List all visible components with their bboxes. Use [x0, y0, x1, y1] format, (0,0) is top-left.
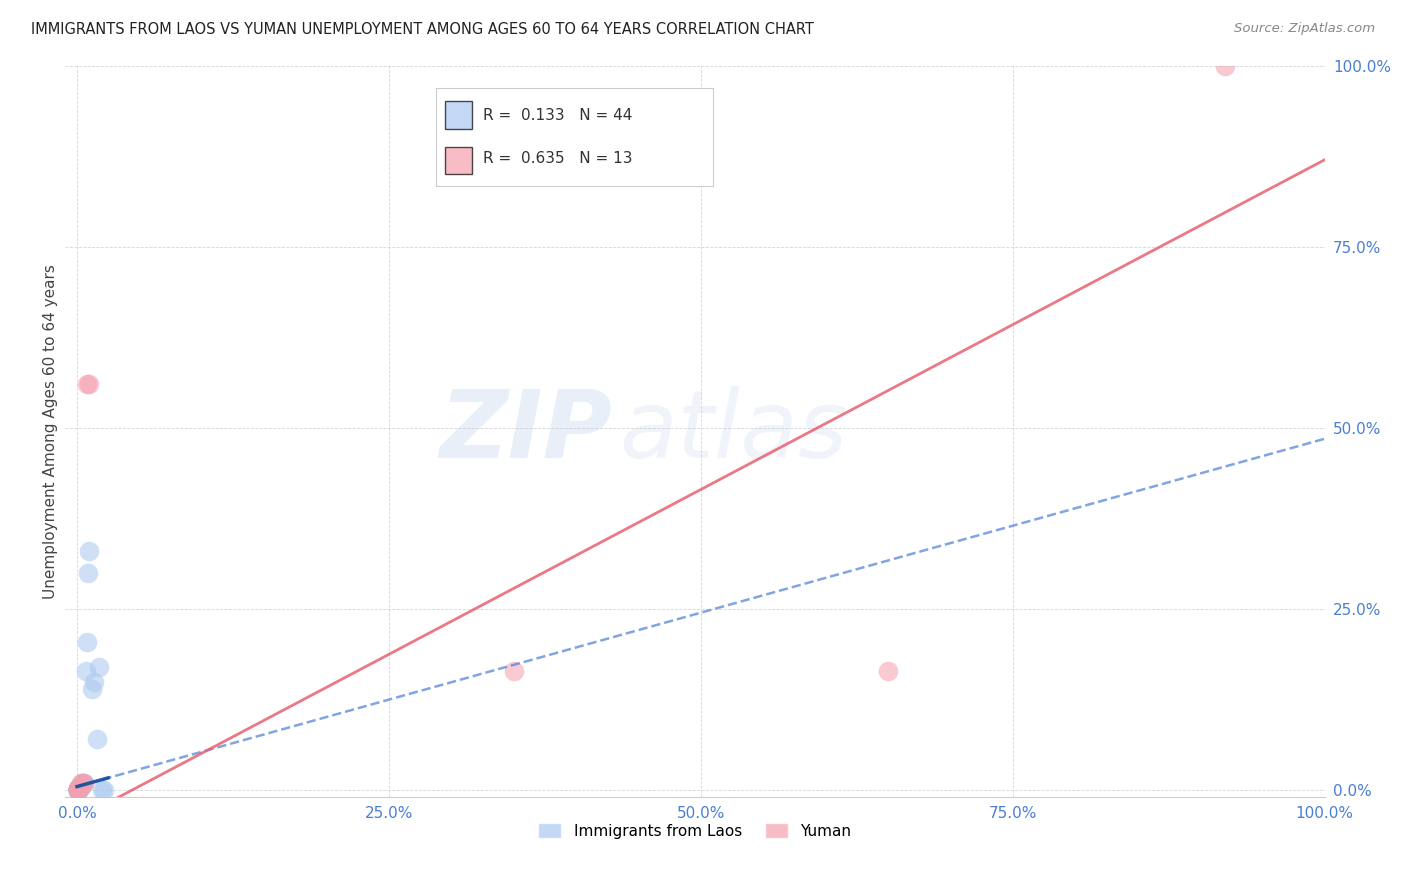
- Point: [69, 779, 91, 793]
- Point: [67, 782, 90, 797]
- Point: [80, 681, 103, 696]
- Point: [67, 781, 90, 796]
- Point: [1213, 59, 1236, 73]
- Point: [67, 782, 90, 797]
- Point: [67, 783, 90, 797]
- Text: ZIP: ZIP: [440, 385, 613, 477]
- Point: [67, 783, 90, 797]
- Point: [67, 783, 90, 797]
- Point: [67, 782, 90, 797]
- Point: [67, 781, 90, 796]
- Point: [75, 664, 97, 678]
- Text: Source: ZipAtlas.com: Source: ZipAtlas.com: [1234, 22, 1375, 36]
- Point: [877, 664, 900, 678]
- Point: [79, 544, 101, 558]
- Point: [67, 783, 90, 797]
- Point: [67, 783, 90, 797]
- Point: [67, 783, 90, 797]
- Text: IMMIGRANTS FROM LAOS VS YUMAN UNEMPLOYMENT AMONG AGES 60 TO 64 YEARS CORRELATION: IMMIGRANTS FROM LAOS VS YUMAN UNEMPLOYME…: [31, 22, 814, 37]
- Point: [73, 776, 96, 790]
- Point: [69, 780, 91, 794]
- Point: [67, 781, 90, 796]
- Point: [69, 780, 91, 794]
- Y-axis label: Unemployment Among Ages 60 to 64 years: Unemployment Among Ages 60 to 64 years: [44, 264, 58, 599]
- Point: [67, 783, 90, 797]
- Point: [69, 776, 91, 790]
- Point: [72, 776, 94, 790]
- Point: [67, 783, 90, 797]
- Point: [67, 782, 90, 797]
- Point: [73, 776, 96, 790]
- Point: [70, 778, 93, 792]
- Point: [77, 566, 100, 580]
- Point: [67, 783, 90, 797]
- Point: [67, 781, 90, 796]
- Point: [83, 674, 105, 689]
- Point: [76, 377, 98, 392]
- Point: [67, 783, 90, 797]
- Point: [67, 783, 90, 797]
- Point: [67, 783, 90, 797]
- Point: [69, 780, 91, 794]
- Point: [69, 780, 91, 795]
- Point: [69, 780, 91, 795]
- Point: [69, 780, 91, 795]
- Point: [89, 660, 111, 674]
- Point: [86, 732, 108, 747]
- Legend: Immigrants from Laos, Yuman: Immigrants from Laos, Yuman: [533, 816, 856, 845]
- Text: atlas: atlas: [619, 386, 848, 477]
- Point: [67, 783, 90, 797]
- Point: [502, 664, 524, 678]
- Point: [79, 377, 101, 392]
- Point: [69, 779, 91, 793]
- Point: [69, 780, 91, 795]
- Point: [91, 783, 114, 797]
- Point: [76, 634, 98, 648]
- Point: [67, 783, 90, 797]
- Point: [70, 778, 93, 792]
- Point: [93, 783, 115, 797]
- Point: [70, 777, 93, 791]
- Point: [67, 782, 90, 797]
- Point: [70, 776, 93, 790]
- Point: [67, 783, 90, 797]
- Point: [72, 776, 94, 790]
- Point: [69, 780, 91, 795]
